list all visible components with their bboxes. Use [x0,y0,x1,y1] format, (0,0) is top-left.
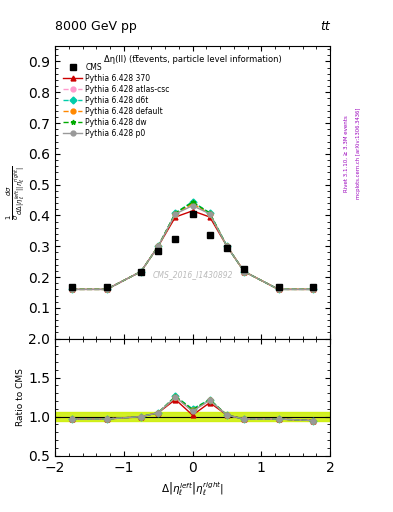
Pythia 6.428 p0 [70,286,75,292]
Pythia 6.428 atlas-csc [310,286,315,292]
Pythia 6.428 atlas-csc [225,243,230,249]
Pythia 6.428 370 [156,243,161,249]
Pythia 6.428 d6t [173,210,178,216]
Pythia 6.428 dw [104,286,109,292]
Pythia 6.428 d6t [208,210,212,216]
Pythia 6.428 p0 [310,286,315,292]
Text: Rivet 3.1.10, ≥ 3.3M events: Rivet 3.1.10, ≥ 3.3M events [344,115,349,192]
Pythia 6.428 p0 [104,286,109,292]
Pythia 6.428 dw [208,210,212,216]
Pythia 6.428 dw [173,210,178,216]
Pythia 6.428 default [242,268,246,274]
Line: Pythia 6.428 d6t: Pythia 6.428 d6t [70,199,315,292]
Y-axis label: $\frac{1}{\sigma}\frac{d\sigma}{d\Delta|\eta_{\ell}^{left}||\eta_{\ell}^{right}|: $\frac{1}{\sigma}\frac{d\sigma}{d\Delta|… [4,165,27,220]
Pythia 6.428 370 [190,208,195,214]
Pythia 6.428 d6t [104,286,109,292]
Pythia 6.428 p0 [276,286,281,292]
Pythia 6.428 dw [225,243,230,249]
Pythia 6.428 dw [310,286,315,292]
Pythia 6.428 default [104,286,109,292]
Pythia 6.428 dw [156,243,161,249]
Pythia 6.428 dw [276,286,281,292]
Line: Pythia 6.428 atlas-csc: Pythia 6.428 atlas-csc [70,201,315,292]
Pythia 6.428 atlas-csc [70,286,75,292]
Text: CMS_2016_I1430892: CMS_2016_I1430892 [152,270,233,279]
CMS [208,232,212,239]
Pythia 6.428 d6t [276,286,281,292]
Pythia 6.428 d6t [225,243,230,249]
Y-axis label: Ratio to CMS: Ratio to CMS [17,368,26,426]
Pythia 6.428 default [190,201,195,207]
Pythia 6.428 d6t [310,286,315,292]
CMS [70,284,75,290]
Line: Pythia 6.428 p0: Pythia 6.428 p0 [70,203,315,292]
Pythia 6.428 p0 [139,268,143,274]
Pythia 6.428 370 [173,214,178,220]
Pythia 6.428 atlas-csc [190,200,195,206]
Pythia 6.428 370 [139,268,143,274]
Pythia 6.428 370 [225,243,230,249]
Pythia 6.428 atlas-csc [156,243,161,249]
CMS [310,284,315,290]
Pythia 6.428 default [310,286,315,292]
Pythia 6.428 dw [242,268,246,274]
Pythia 6.428 d6t [139,268,143,274]
Legend: CMS, Pythia 6.428 370, Pythia 6.428 atlas-csc, Pythia 6.428 d6t, Pythia 6.428 de: CMS, Pythia 6.428 370, Pythia 6.428 atla… [62,61,171,139]
Pythia 6.428 370 [104,286,109,292]
Pythia 6.428 default [276,286,281,292]
Pythia 6.428 370 [70,286,75,292]
Pythia 6.428 default [70,286,75,292]
Pythia 6.428 atlas-csc [139,268,143,274]
Pythia 6.428 370 [276,286,281,292]
CMS [173,236,178,242]
Pythia 6.428 default [225,243,230,249]
Pythia 6.428 default [208,211,212,217]
Pythia 6.428 d6t [156,243,161,249]
Pythia 6.428 dw [139,268,143,274]
CMS [276,284,281,290]
CMS [242,266,246,272]
Pythia 6.428 atlas-csc [276,286,281,292]
Pythia 6.428 d6t [70,286,75,292]
Pythia 6.428 p0 [156,243,161,249]
Text: Δη(ll) (tt̅events, particle level information): Δη(ll) (tt̅events, particle level inform… [104,55,281,64]
Pythia 6.428 370 [310,286,315,292]
Pythia 6.428 p0 [225,243,230,249]
Text: 8000 GeV pp: 8000 GeV pp [55,20,137,33]
Pythia 6.428 default [156,243,161,249]
CMS [139,268,143,274]
CMS [104,284,109,290]
Bar [55,412,330,421]
Pythia 6.428 dw [70,286,75,292]
Pythia 6.428 d6t [242,268,246,274]
Pythia 6.428 p0 [242,268,246,274]
Line: Pythia 6.428 dw: Pythia 6.428 dw [70,200,315,292]
Pythia 6.428 default [139,268,143,274]
Line: CMS: CMS [69,210,316,290]
Pythia 6.428 p0 [173,211,178,217]
Pythia 6.428 dw [190,199,195,205]
Pythia 6.428 atlas-csc [242,268,246,274]
CMS [225,245,230,251]
Line: Pythia 6.428 370: Pythia 6.428 370 [70,208,315,292]
Pythia 6.428 atlas-csc [173,211,178,217]
Text: tt: tt [320,20,330,33]
Pythia 6.428 atlas-csc [208,211,212,217]
Text: mcplots.cern.ch [arXiv:1306.3436]: mcplots.cern.ch [arXiv:1306.3436] [356,108,361,199]
Pythia 6.428 default [173,211,178,217]
Pythia 6.428 d6t [190,199,195,205]
Pythia 6.428 370 [242,268,246,274]
CMS [156,248,161,254]
Pythia 6.428 p0 [190,203,195,209]
CMS [190,211,195,217]
Pythia 6.428 p0 [208,211,212,217]
Pythia 6.428 370 [208,214,212,220]
Pythia 6.428 atlas-csc [104,286,109,292]
X-axis label: $\Delta\left|\eta_{\ell}^{left}\right|\eta_{\ell}^{right}|$: $\Delta\left|\eta_{\ell}^{left}\right|\e… [161,480,224,498]
Line: Pythia 6.428 default: Pythia 6.428 default [70,201,315,292]
